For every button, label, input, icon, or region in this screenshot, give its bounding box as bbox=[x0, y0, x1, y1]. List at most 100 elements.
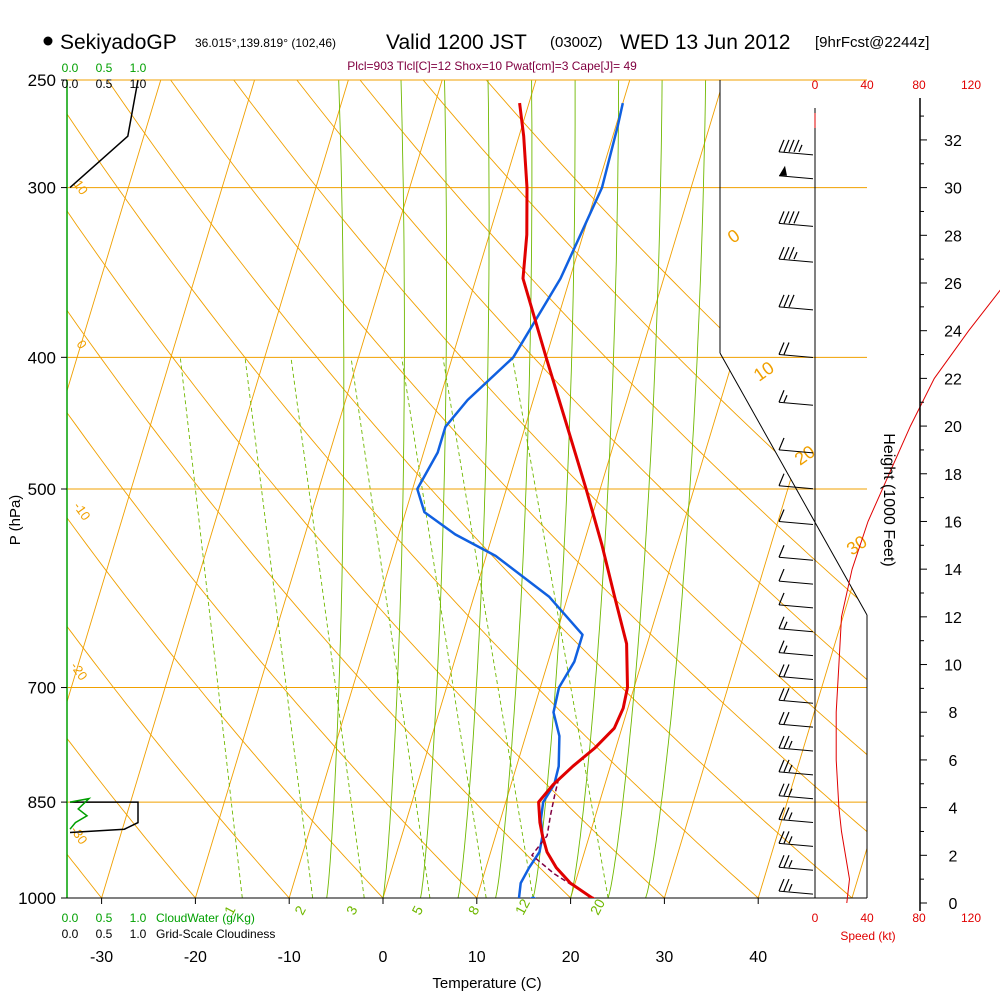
parcel-line bbox=[531, 780, 593, 898]
sounding-series bbox=[416, 102, 629, 898]
x-tick-label: -30 bbox=[90, 949, 113, 966]
cloudwater-tick-top: 0.0 bbox=[62, 61, 79, 75]
y-tick-label: 250 bbox=[28, 71, 56, 90]
wind-barb bbox=[778, 545, 814, 561]
height-tick-label: 32 bbox=[944, 133, 962, 150]
mixing-ratio-line bbox=[511, 357, 609, 898]
wind-barb-pennant bbox=[779, 165, 787, 176]
wind-barb-flag bbox=[778, 640, 785, 653]
mixing-ratio-line bbox=[350, 357, 431, 898]
cloudwater-tick-bottom: 0.5 bbox=[96, 911, 113, 925]
height-tick-label: 22 bbox=[944, 371, 962, 388]
wind-barb-flag bbox=[783, 211, 790, 224]
wind-barb-shaft bbox=[778, 628, 814, 633]
theta-e-label: 0 bbox=[74, 337, 90, 352]
wind-barb-shaft bbox=[778, 151, 814, 156]
wind-barb bbox=[778, 759, 814, 776]
wind-barb-flag bbox=[778, 783, 785, 796]
y-tick-label: 400 bbox=[28, 348, 56, 367]
mixing-ratio-line bbox=[244, 357, 314, 898]
wind-barb-shaft bbox=[778, 306, 814, 311]
wind-barb-flag bbox=[788, 294, 795, 308]
wind-barb-flag bbox=[778, 294, 785, 308]
wind-barb-flag bbox=[783, 664, 790, 677]
cloudwater-tick-bottom: 1.0 bbox=[130, 911, 147, 925]
cloudiness-label: Grid-Scale Cloudiness bbox=[156, 927, 275, 941]
wind-barb bbox=[778, 735, 814, 752]
dry-adiabat bbox=[296, 80, 867, 898]
mixing-ratio-label: 3 bbox=[343, 903, 361, 918]
wind-barb-shaft bbox=[778, 556, 814, 561]
dry-adiabat bbox=[233, 80, 867, 898]
forecast-date: WED 13 Jun 2012 bbox=[620, 31, 790, 54]
wind-barb-flag bbox=[778, 592, 785, 606]
wind-barb-half-flag bbox=[788, 859, 793, 868]
speed-tick-top: 0 bbox=[812, 78, 819, 92]
wind-barb-flag bbox=[778, 246, 785, 260]
frame-diagonal bbox=[719, 352, 868, 616]
wind-barb-flag bbox=[778, 759, 785, 773]
wind-barb bbox=[778, 878, 814, 895]
wind-barb-flag bbox=[783, 342, 790, 355]
mixing-ratio-label: 12 bbox=[512, 896, 534, 917]
wind-barb-flag bbox=[778, 688, 785, 701]
theta-e-label: 10 bbox=[71, 177, 92, 197]
mixing-ratio-line bbox=[290, 357, 365, 898]
station-name: SekiyadoGP bbox=[60, 31, 177, 54]
y-tick-label: 700 bbox=[28, 679, 56, 698]
mixing-ratio-label: 8 bbox=[465, 903, 483, 918]
wind-barb-half-flag bbox=[783, 394, 788, 403]
speed-tick-top: 80 bbox=[912, 78, 926, 92]
wind-barb-shaft bbox=[778, 747, 814, 752]
moist-adiabat bbox=[495, 80, 533, 898]
station-marker bbox=[43, 36, 53, 46]
dry-adiabat bbox=[67, 80, 196, 898]
mixing-ratio-line bbox=[442, 357, 534, 898]
wind-barb-flag bbox=[783, 735, 790, 749]
x-axis-title: Temperature (C) bbox=[432, 975, 541, 992]
height-tick-label: 20 bbox=[944, 419, 962, 436]
cloudwater-label: CloudWater (g/Kg) bbox=[156, 911, 255, 925]
wind-barb bbox=[778, 568, 814, 585]
dry-adiabat bbox=[107, 80, 853, 898]
mixing-ratio-label: 2 bbox=[291, 903, 309, 918]
wind-barb-flag bbox=[788, 211, 795, 224]
wind-barb-flag bbox=[788, 246, 795, 260]
y-tick-label: 1000 bbox=[18, 889, 56, 908]
wind-barb-shaft bbox=[778, 819, 814, 824]
wind-barb bbox=[778, 294, 814, 311]
wind-barb-flag bbox=[793, 139, 800, 153]
wind-barb bbox=[778, 807, 814, 824]
height-tick-label: 14 bbox=[944, 562, 962, 579]
wind-barb-flag bbox=[783, 878, 790, 892]
x-tick-label: 10 bbox=[468, 949, 486, 966]
cloudwater-tick-top: 1.0 bbox=[130, 61, 147, 75]
wind-barb-shaft bbox=[778, 771, 814, 776]
height-tick-label: 4 bbox=[949, 801, 958, 818]
speed-tick-top: 40 bbox=[860, 78, 874, 92]
stability-indices: Plcl=903 Tlcl[C]=12 Shox=10 Pwat[cm]=3 C… bbox=[347, 59, 637, 73]
wind-barb-flag bbox=[778, 568, 785, 582]
speed-tick-bottom: 80 bbox=[912, 911, 926, 925]
height-tick-label: 18 bbox=[944, 467, 962, 484]
x-tick-label: 40 bbox=[749, 949, 767, 966]
theta-e-label: -30 bbox=[68, 823, 91, 847]
wind-barb bbox=[778, 855, 814, 871]
wind-barb bbox=[778, 664, 814, 680]
theta-e-label: -20 bbox=[68, 659, 91, 683]
wind-barb-flag bbox=[778, 616, 785, 629]
height-tick-label: 6 bbox=[949, 753, 958, 770]
wind-barb bbox=[778, 390, 814, 406]
wind-barb-shaft bbox=[778, 580, 814, 585]
height-tick-label: 8 bbox=[949, 705, 958, 722]
x-tick-label: 30 bbox=[656, 949, 674, 966]
wind-barb-shaft bbox=[778, 222, 814, 227]
wind-barb-shaft bbox=[778, 401, 814, 406]
wind-barb-flag bbox=[778, 545, 785, 558]
cloudiness-upper-profile bbox=[69, 79, 139, 189]
wind-barb-flag bbox=[783, 855, 790, 868]
cloudwater-profile bbox=[69, 797, 92, 830]
wind-barb-flag bbox=[778, 473, 785, 486]
dry-adiabat bbox=[67, 80, 665, 898]
height-tick-label: 24 bbox=[944, 324, 962, 341]
